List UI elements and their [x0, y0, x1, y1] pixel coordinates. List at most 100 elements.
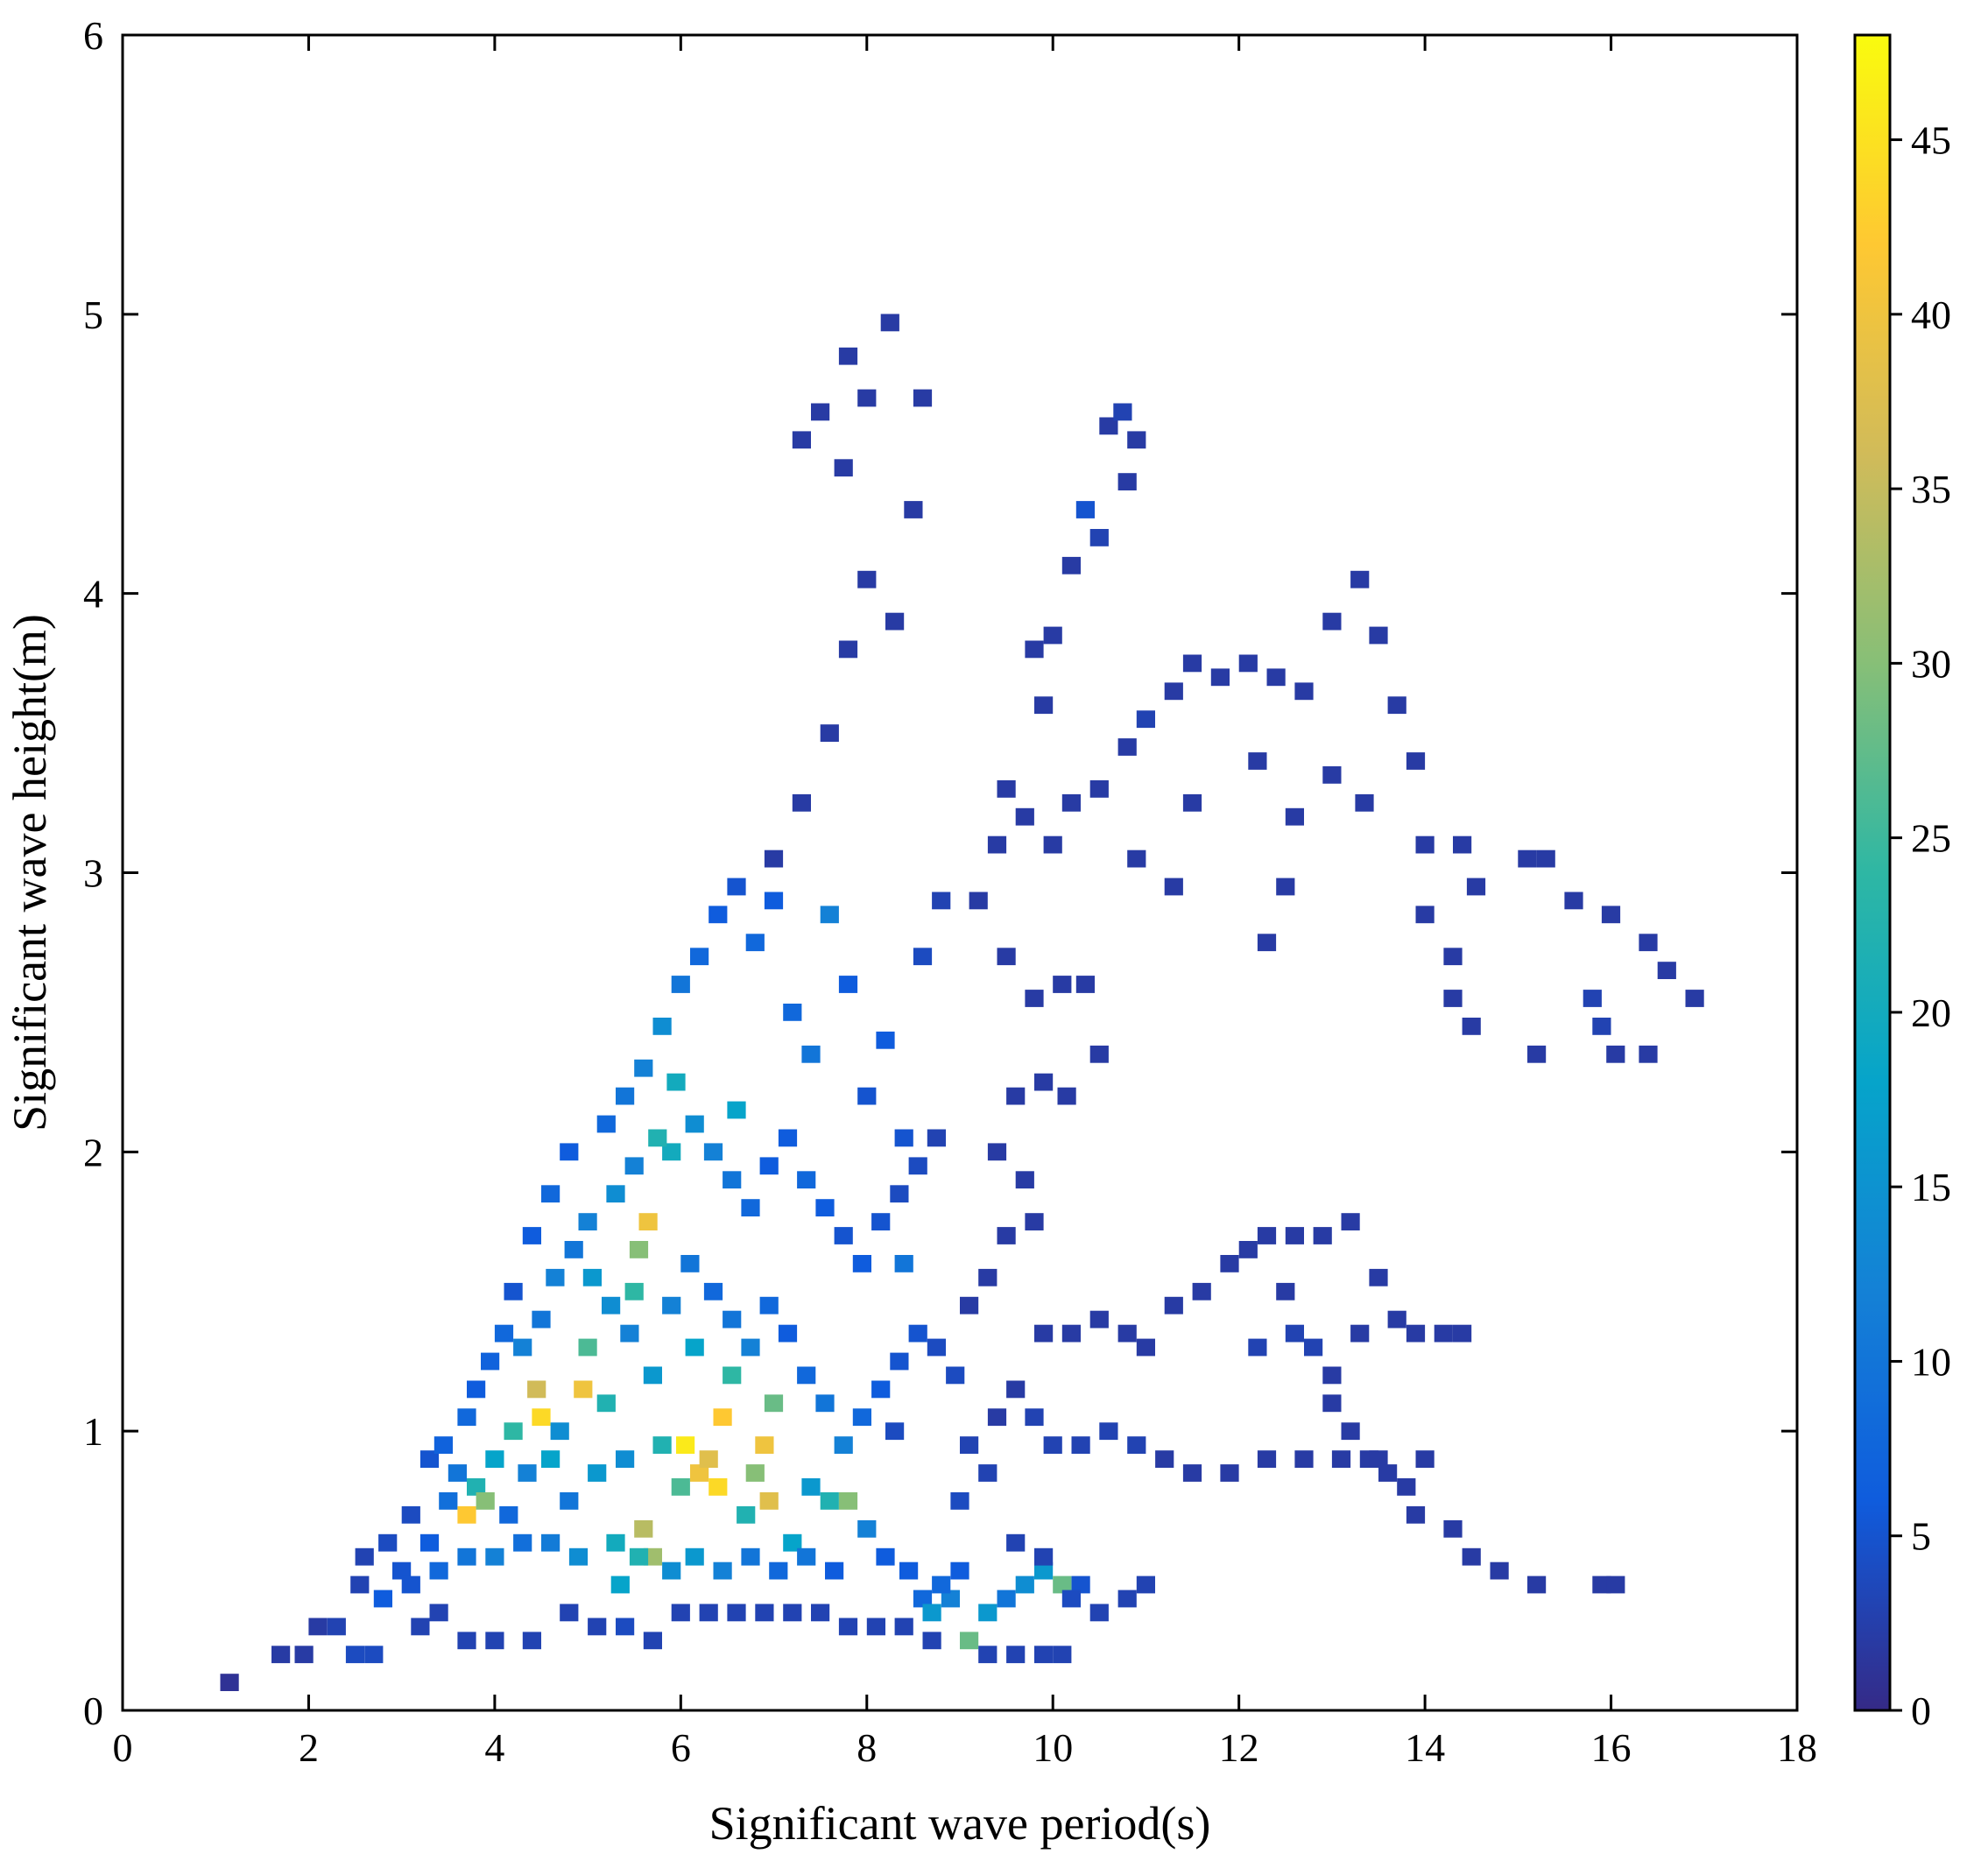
heatmap-cell	[741, 1338, 760, 1357]
heatmap-cell	[913, 389, 933, 407]
heatmap-cell	[1182, 1464, 1202, 1482]
heatmap-cell	[857, 1087, 877, 1105]
y-tick-label: 5	[83, 293, 103, 337]
heatmap-cell	[932, 1575, 951, 1594]
heatmap-cell	[662, 1143, 681, 1161]
heatmap-cell	[927, 1338, 946, 1357]
heatmap-cell	[671, 1604, 690, 1622]
heatmap-cell	[606, 1185, 625, 1203]
heatmap-cell	[1127, 849, 1146, 868]
heatmap-cell	[1155, 1450, 1174, 1468]
colorbar-tick-label: 15	[1911, 1165, 1951, 1209]
heatmap-cell	[713, 1561, 732, 1580]
heatmap-cell	[676, 1436, 695, 1454]
heatmap-cell	[439, 1492, 458, 1510]
heatmap-cell	[606, 1533, 625, 1552]
heatmap-cell	[1127, 1436, 1146, 1454]
heatmap-cell	[960, 1296, 979, 1315]
heatmap-cell	[1606, 1575, 1625, 1594]
heatmap-cell	[1034, 1073, 1054, 1091]
heatmap-cell	[904, 501, 923, 518]
x-tick-label: 4	[484, 1725, 504, 1770]
heatmap-cell	[434, 1436, 453, 1454]
heatmap-cell	[345, 1646, 365, 1664]
heatmap-cell	[1099, 417, 1118, 435]
heatmap-cell	[1378, 1464, 1398, 1482]
heatmap-cell	[1369, 1450, 1388, 1468]
heatmap-cell	[652, 1436, 672, 1454]
heatmap-cell	[1061, 1324, 1081, 1343]
heatmap-cell	[582, 1268, 602, 1286]
heatmap-cell	[1192, 1282, 1211, 1301]
heatmap-cell	[680, 1255, 700, 1272]
heatmap-cell	[467, 1478, 486, 1496]
heatmap-cell	[1015, 1575, 1034, 1594]
heatmap-cell	[1313, 1227, 1332, 1244]
heatmap-cell	[1006, 1646, 1026, 1664]
heatmap-cell	[797, 1366, 816, 1385]
heatmap-cell	[1136, 1575, 1155, 1594]
heatmap-cell	[908, 1324, 927, 1343]
heatmap-cell	[643, 1366, 662, 1385]
heatmap-cell	[1113, 403, 1132, 421]
colorbar-tick-label: 30	[1911, 641, 1951, 686]
y-tick-label: 2	[83, 1130, 103, 1174]
heatmap-cell	[913, 948, 933, 966]
heatmap-cell	[885, 1422, 905, 1441]
heatmap-cell	[578, 1213, 597, 1230]
heatmap-cell	[783, 1004, 802, 1021]
heatmap-cell	[1034, 1324, 1054, 1343]
heatmap-cell	[1355, 793, 1374, 812]
heatmap-cell	[741, 1199, 760, 1216]
heatmap-cell	[355, 1547, 374, 1566]
heatmap-cell	[616, 1087, 635, 1105]
heatmap-cell	[588, 1464, 607, 1482]
heatmap-cell	[504, 1422, 523, 1441]
x-tick-label: 6	[671, 1725, 691, 1770]
heatmap-cell	[997, 1227, 1016, 1244]
plot-frame	[121, 33, 1799, 1712]
heatmap-cell	[457, 1408, 476, 1427]
heatmap-cell	[759, 1296, 779, 1315]
heatmap-cell	[797, 1547, 816, 1566]
heatmap-cell	[1601, 906, 1621, 924]
heatmap-cell	[1006, 1533, 1026, 1552]
heatmap-cell	[723, 1310, 742, 1329]
heatmap-cell	[685, 1547, 704, 1566]
heatmap-cell	[699, 1450, 718, 1468]
heatmap-cell	[634, 1059, 653, 1077]
x-tick-label: 12	[1219, 1725, 1259, 1770]
heatmap-cell	[1025, 1213, 1044, 1230]
heatmap-cell	[560, 1492, 579, 1510]
y-tick-label: 3	[83, 851, 103, 896]
heatmap-cell	[671, 976, 690, 993]
x-tick-label: 16	[1591, 1725, 1632, 1770]
heatmap-cell	[1025, 1408, 1044, 1427]
heatmap-cell	[419, 1450, 440, 1468]
heatmap-cell	[1053, 1575, 1072, 1594]
heatmap-cell	[1099, 1422, 1118, 1441]
colorbar-tick-label: 10	[1911, 1339, 1951, 1384]
heatmap-cell	[885, 612, 905, 631]
heatmap-cell	[1053, 976, 1072, 993]
heatmap-cell	[769, 1561, 788, 1580]
heatmap-cell	[1075, 976, 1095, 993]
heatmap-cell	[723, 1366, 742, 1385]
heatmap-cell	[838, 347, 858, 365]
heatmap-cell	[1443, 990, 1463, 1007]
heatmap-cell	[894, 1255, 913, 1272]
heatmap-cell	[1453, 835, 1472, 854]
y-tick-label: 6	[83, 13, 103, 58]
heatmap-cell	[908, 1157, 927, 1175]
heatmap-cell	[1043, 1436, 1062, 1454]
heatmap-cell	[1061, 793, 1081, 812]
heatmap-cell	[690, 948, 709, 966]
heatmap-cell	[1685, 990, 1704, 1007]
heatmap-cell	[871, 1213, 891, 1230]
heatmap-cell	[1276, 878, 1295, 896]
heatmap-cell	[662, 1296, 681, 1315]
heatmap-cell	[876, 1547, 895, 1566]
heatmap-cell	[518, 1464, 537, 1482]
heatmap-cell	[1089, 1045, 1109, 1063]
